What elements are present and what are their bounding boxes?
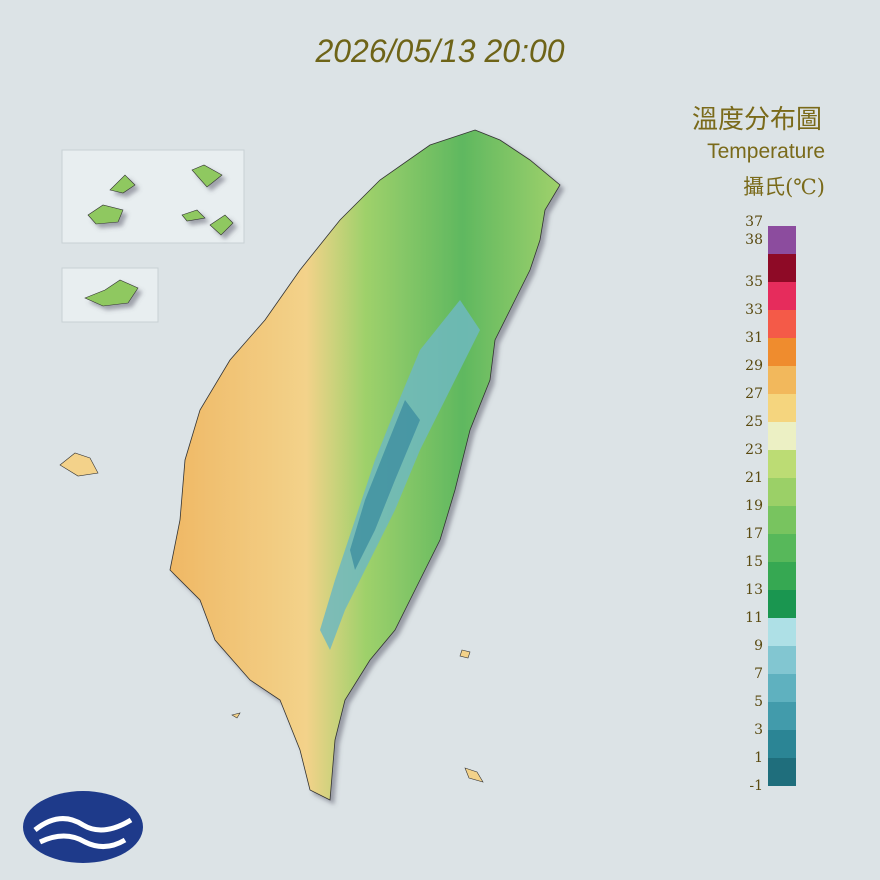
legend-title: 溫度分布圖 — [692, 105, 822, 135]
legend-label: 37 — [745, 214, 763, 230]
legend-label: 31 — [745, 330, 763, 346]
color-band — [768, 338, 796, 366]
legend-label: 9 — [754, 638, 763, 654]
legend-label: -1 — [749, 778, 763, 794]
legend-label: 19 — [745, 498, 763, 514]
color-band — [768, 702, 796, 730]
color-band — [768, 646, 796, 674]
legend-label: 25 — [745, 414, 763, 430]
legend-label: 33 — [745, 302, 763, 318]
color-band — [768, 674, 796, 702]
legend-label: 38 — [745, 232, 763, 248]
mountain-range — [320, 300, 480, 650]
taiwan — [169, 129, 561, 801]
color-band — [768, 254, 796, 282]
legend-label: 11 — [745, 610, 763, 626]
color-band — [768, 282, 796, 310]
legend-label: 23 — [745, 442, 763, 458]
color-band — [768, 562, 796, 590]
legend-label: 21 — [745, 470, 763, 486]
color-band — [768, 366, 796, 394]
color-band — [768, 618, 796, 646]
legend-label: 17 — [745, 526, 763, 542]
legend-label: 35 — [745, 274, 763, 290]
legend-label: 7 — [754, 666, 763, 682]
color-band — [768, 226, 796, 254]
legend-label: 3 — [754, 722, 763, 738]
legend-label: 5 — [754, 694, 763, 710]
legend-label: 29 — [745, 358, 763, 374]
color-band — [768, 534, 796, 562]
mountain-peaks — [350, 400, 420, 570]
legend-subtitle: Temperature — [707, 140, 825, 163]
color-band — [768, 394, 796, 422]
color-band — [768, 590, 796, 618]
logo — [23, 791, 143, 863]
legend-label: 13 — [745, 582, 763, 598]
color-bar — [768, 226, 796, 786]
color-band — [768, 478, 796, 506]
color-band — [768, 422, 796, 450]
timestamp: 2026/05/13 20:00 — [314, 33, 564, 69]
outlying-islands — [59, 149, 484, 783]
color-band — [768, 758, 796, 786]
legend-label: 27 — [745, 386, 763, 402]
legend-label: 1 — [754, 750, 763, 766]
legend-unit: 攝氏(℃) — [743, 175, 825, 199]
color-band — [768, 310, 796, 338]
color-band — [768, 450, 796, 478]
color-band — [768, 730, 796, 758]
legend-label: 15 — [745, 554, 763, 570]
color-band — [768, 506, 796, 534]
